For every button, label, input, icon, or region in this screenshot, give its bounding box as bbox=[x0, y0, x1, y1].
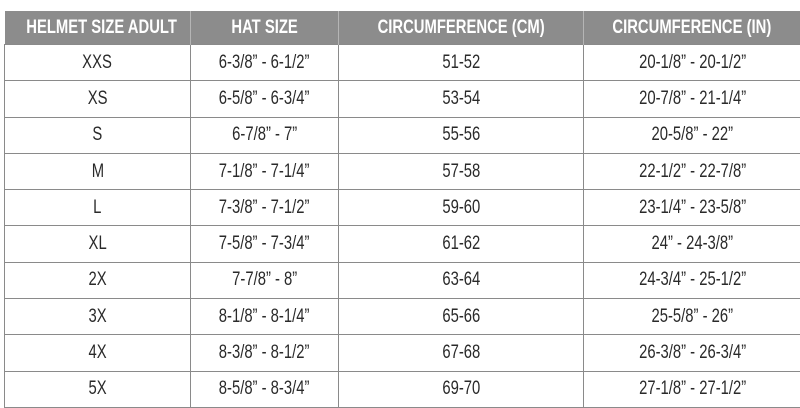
helmet-size-cell: XS bbox=[5, 81, 191, 117]
helmet-size-cell: 4X bbox=[5, 335, 191, 371]
circumference-cm-cell: 69-70 bbox=[339, 371, 584, 407]
circumference-cm-cell: 67-68 bbox=[339, 335, 584, 371]
header-circumference-cm: CIRCUMFERENCE (CM) bbox=[339, 11, 584, 45]
circumference-in-cell: 20-7/8” - 21-1/4” bbox=[584, 81, 800, 117]
circumference-cm-cell: 63-64 bbox=[339, 262, 584, 298]
header-row: HELMET SIZE ADULT HAT SIZE CIRCUMFERENCE… bbox=[5, 11, 800, 45]
circumference-cm-cell: 59-60 bbox=[339, 190, 584, 226]
circumference-cm-cell: 61-62 bbox=[339, 226, 584, 262]
circumference-in-cell: 22-1/2” - 22-7/8” bbox=[584, 153, 800, 189]
circumference-in-cell: 26-3/8” - 26-3/4” bbox=[584, 335, 800, 371]
helmet-size-cell: XXS bbox=[5, 45, 191, 81]
hat-size-cell: 7-3/8” - 7-1/2” bbox=[191, 190, 339, 226]
hat-size-cell: 7-1/8” - 7-1/4” bbox=[191, 153, 339, 189]
circumference-in-cell: 20-1/8” - 20-1/2” bbox=[584, 45, 800, 81]
circumference-in-cell: 23-1/4” - 23-5/8” bbox=[584, 190, 800, 226]
circumference-in-cell: 20-5/8” - 22” bbox=[584, 117, 800, 153]
circumference-cm-cell: 65-66 bbox=[339, 299, 584, 335]
helmet-size-cell: 2X bbox=[5, 262, 191, 298]
circumference-in-cell: 27-1/8” - 27-1/2” bbox=[584, 371, 800, 407]
circumference-cm-cell: 55-56 bbox=[339, 117, 584, 153]
hat-size-cell: 8-3/8” - 8-1/2” bbox=[191, 335, 339, 371]
circumference-in-cell: 24-3/4” - 25-1/2” bbox=[584, 262, 800, 298]
circumference-in-cell: 25-5/8” - 26” bbox=[584, 299, 800, 335]
helmet-size-cell: XL bbox=[5, 226, 191, 262]
header-helmet-size: HELMET SIZE ADULT bbox=[5, 11, 191, 45]
hat-size-cell: 6-5/8” - 6-3/4” bbox=[191, 81, 339, 117]
helmet-size-cell: 5X bbox=[5, 371, 191, 407]
hat-size-cell: 8-1/8” - 8-1/4” bbox=[191, 299, 339, 335]
hat-size-cell: 7-5/8” - 7-3/4” bbox=[191, 226, 339, 262]
helmet-size-cell: 3X bbox=[5, 299, 191, 335]
circumference-cm-cell: 53-54 bbox=[339, 81, 584, 117]
circumference-cm-cell: 51-52 bbox=[339, 45, 584, 81]
helmet-size-chart: HELMET SIZE ADULT HAT SIZE CIRCUMFERENCE… bbox=[4, 11, 800, 408]
circumference-in-cell: 24” - 24-3/8” bbox=[584, 226, 800, 262]
header-hat-size: HAT SIZE bbox=[191, 11, 339, 45]
hat-size-cell: 6-7/8” - 7” bbox=[191, 117, 339, 153]
circumference-cm-cell: 57-58 bbox=[339, 153, 584, 189]
hat-size-cell: 8-5/8” - 8-3/4” bbox=[191, 371, 339, 407]
hat-size-cell: 6-3/8” - 6-1/2” bbox=[191, 45, 339, 81]
helmet-size-cell: M bbox=[5, 153, 191, 189]
helmet-size-cell: S bbox=[5, 117, 191, 153]
header-circumference-in: CIRCUMFERENCE (IN) bbox=[584, 11, 800, 45]
hat-size-cell: 7-7/8” - 8” bbox=[191, 262, 339, 298]
helmet-size-cell: L bbox=[5, 190, 191, 226]
